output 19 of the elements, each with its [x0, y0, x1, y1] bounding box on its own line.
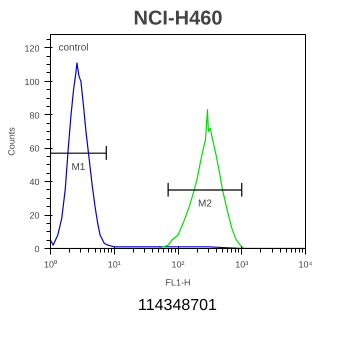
x-axis-title: FL1-H — [166, 278, 191, 288]
annotation: control — [58, 42, 89, 54]
y-tick-label: 80 — [29, 110, 40, 120]
x-tick-label: 10⁴ — [298, 260, 313, 270]
y-tick-label: 40 — [29, 177, 40, 188]
x-tick-label: 10⁰ — [44, 260, 58, 270]
y-tick-label: 60 — [29, 144, 40, 154]
chart-title: NCI-H460 — [134, 8, 222, 30]
x-tick-label: 10³ — [235, 260, 248, 270]
y-tick-label: 20 — [29, 210, 40, 221]
y-tick-label: 0 — [34, 244, 40, 254]
series-label: M1 — [71, 162, 86, 173]
y-axis-title: Counts — [6, 126, 16, 156]
series-label: M2 — [198, 198, 212, 210]
x-tick-label: 10² — [171, 260, 185, 270]
x-tick-label: 10¹ — [108, 260, 121, 270]
y-tick-label: 100 — [24, 76, 40, 87]
text: 114348701 — [138, 296, 217, 316]
y-tick-label: 120 — [24, 43, 40, 54]
